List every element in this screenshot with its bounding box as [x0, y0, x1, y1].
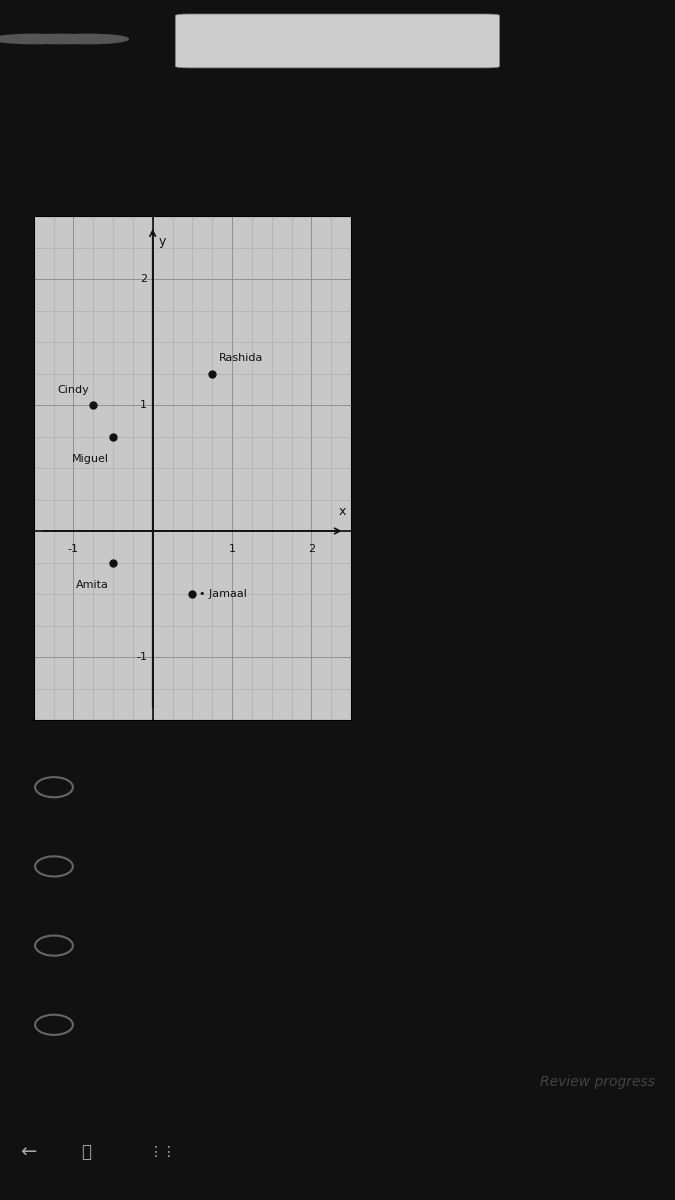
Circle shape	[0, 35, 74, 43]
Text: Cindy: Cindy	[101, 780, 144, 794]
Text: -1: -1	[136, 652, 147, 662]
Circle shape	[20, 35, 101, 43]
Text: 2: 2	[308, 544, 315, 553]
Text: 2: 2	[140, 274, 147, 284]
Text: Cindy: Cindy	[57, 385, 89, 395]
Text: ⌕: ⌕	[81, 1142, 91, 1162]
Text: Amita: Amita	[76, 580, 109, 590]
Text: ←: ←	[20, 1142, 36, 1162]
Text: The coordinate plane shows the location of the houses of some of Kendra’s friend: The coordinate plane shows the location …	[40, 98, 617, 131]
Text: y: y	[158, 235, 165, 248]
Text: 1: 1	[229, 544, 236, 553]
Text: -1: -1	[68, 544, 79, 553]
Text: Miguel: Miguel	[72, 454, 109, 464]
Text: • Jamaal: • Jamaal	[198, 589, 246, 599]
Text: Review progress: Review progress	[540, 1075, 655, 1090]
Text: 1: 1	[140, 400, 147, 410]
Text: Jamaal: Jamaal	[101, 1018, 153, 1032]
Text: x: x	[339, 505, 346, 518]
Text: Amita: Amita	[101, 938, 146, 953]
Text: Rashida: Rashida	[219, 353, 263, 364]
Text: Miguel: Miguel	[101, 859, 152, 874]
FancyBboxPatch shape	[176, 14, 500, 68]
Text: Which friend lives at (−0.5, −0.25)?: Which friend lives at (−0.5, −0.25)?	[40, 158, 315, 173]
Circle shape	[47, 35, 128, 43]
Text: ⋮⋮: ⋮⋮	[148, 1145, 176, 1159]
